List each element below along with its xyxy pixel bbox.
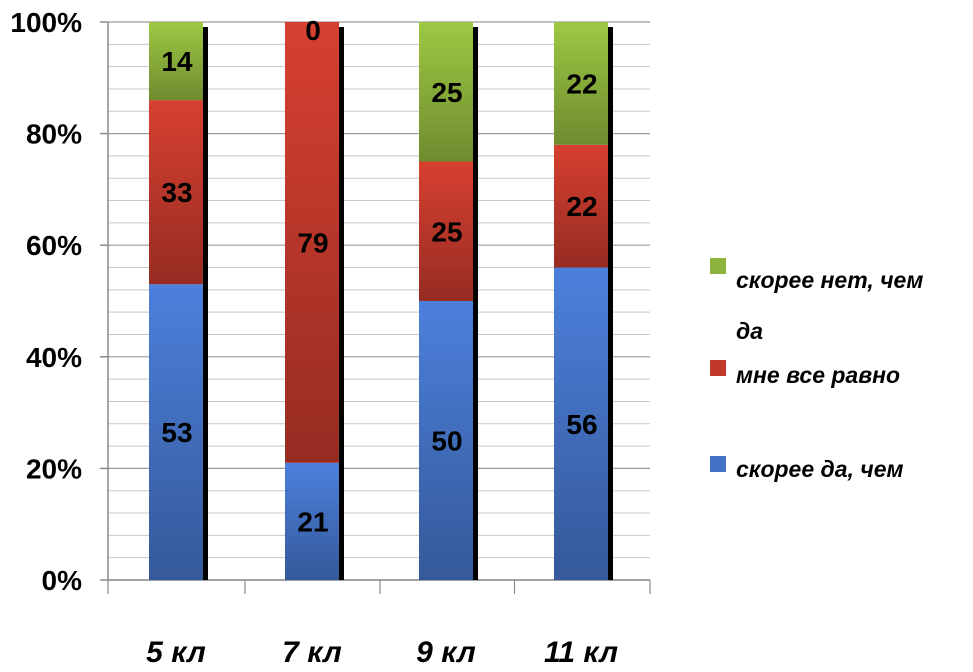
legend-label: мне все равно (736, 362, 900, 388)
legend-swatch (710, 456, 726, 472)
bar-shadow (608, 27, 613, 580)
bar-shadow (473, 27, 478, 580)
x-category-label: 5 кл (146, 636, 206, 669)
data-label: 25 (431, 216, 462, 247)
y-tick-label: 60% (26, 230, 82, 261)
bar-shadow (203, 27, 208, 580)
y-tick-label: 0% (42, 565, 83, 596)
legend-label: скорее нет, чем (736, 267, 923, 293)
data-label: 53 (161, 417, 192, 448)
x-category-label: 7 кл (282, 636, 342, 669)
data-label: 25 (431, 77, 462, 108)
data-label: 33 (161, 177, 192, 208)
data-label: 56 (566, 409, 597, 440)
data-label: 79 (297, 227, 328, 258)
data-label: 14 (161, 46, 193, 77)
x-category-label: 9 кл (416, 636, 476, 669)
legend-swatch (710, 258, 726, 274)
data-label: 0 (305, 15, 321, 46)
bar-segment (554, 267, 608, 580)
data-label: 22 (566, 191, 597, 222)
data-label: 22 (566, 68, 597, 99)
legend-label: скорее да, чем (736, 456, 904, 482)
bar-segment (419, 301, 473, 580)
y-tick-label: 20% (26, 453, 82, 484)
bar-segment (149, 100, 203, 285)
data-label: 50 (431, 426, 462, 457)
data-label: 21 (297, 506, 328, 537)
legend-swatch (710, 360, 726, 376)
bar-segment (149, 22, 203, 101)
y-tick-label: 100% (10, 7, 82, 38)
bar-shadow (339, 27, 344, 580)
legend-label: да (736, 318, 763, 344)
legend: скорее нет, чем да мне все равно скорее да,… (710, 258, 923, 482)
x-category-label: 11 кл (544, 636, 618, 669)
bar-segment (554, 144, 608, 268)
axes: 0% 20% 40% 60% 80% 100% 5 кл 7 кл 9 кл 11 кл (10, 7, 651, 669)
bars (149, 22, 613, 580)
data-labels: 53 33 14 21 79 0 50 25 25 56 22 22 (161, 15, 597, 537)
bar-segment (149, 284, 203, 580)
bar-segment (419, 161, 473, 301)
y-tick-label: 80% (26, 119, 82, 150)
bar-segment (554, 22, 608, 145)
y-tick-label: 40% (26, 342, 82, 373)
bar-segment (419, 22, 473, 162)
bar-segment (285, 22, 339, 463)
bar-segment (285, 462, 339, 580)
